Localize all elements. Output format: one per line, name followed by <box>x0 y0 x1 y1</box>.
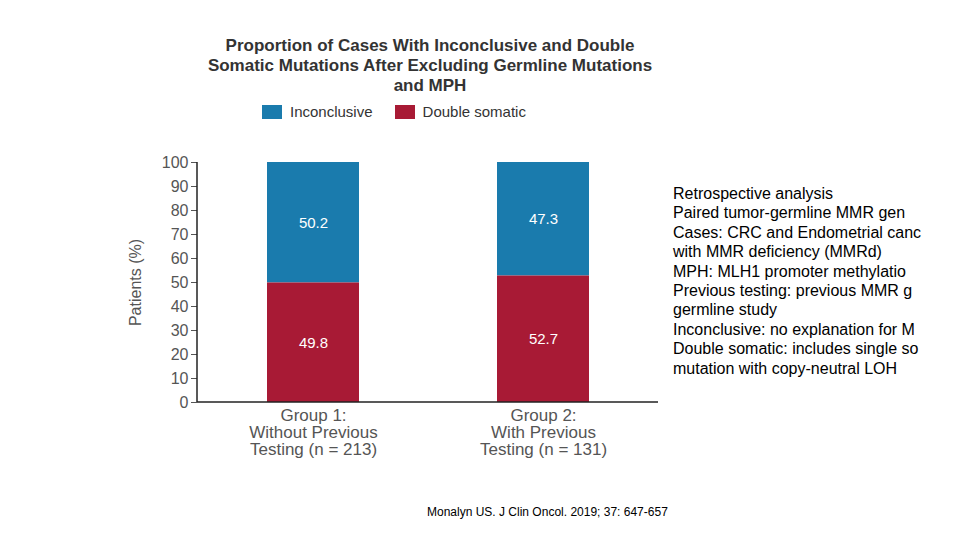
svg-text:70: 70 <box>171 226 189 243</box>
html-text:Inconclusive: no explanation f: Inconclusive: no explanation for M <box>673 320 915 338</box>
svg-text:52.7: 52.7 <box>529 330 558 347</box>
svg-text:60: 60 <box>171 250 189 267</box>
svg-text:100: 100 <box>162 154 189 171</box>
html-text:Inconclusive: Inconclusive <box>290 103 373 120</box>
html-text:mutation with copy-neutral LOH: mutation with copy-neutral LOH <box>673 359 898 377</box>
html-text:Double somatic: includes singl: Double somatic: includes single so <box>673 340 919 358</box>
svg-text:0: 0 <box>180 394 189 411</box>
svg-text:10: 10 <box>171 370 189 387</box>
svg-text:50: 50 <box>171 274 189 291</box>
svg-text:80: 80 <box>171 202 189 219</box>
svg-text:40: 40 <box>171 298 189 315</box>
html-text:Retrospective analysis: Retrospective analysis <box>673 185 834 202</box>
svg-text:Patients (%): Patients (%) <box>127 239 144 326</box>
html-text:with MMR deficiency (MMRd): with MMR deficiency (MMRd) <box>673 243 882 261</box>
html-text:Double somatic: Double somatic <box>422 103 526 120</box>
html-text:Previous testing: previous MMR: Previous testing: previous MMR g <box>673 282 913 299</box>
svg-text:20: 20 <box>171 346 189 363</box>
svg-text:90: 90 <box>171 178 189 195</box>
svg-text:47.3: 47.3 <box>529 210 558 227</box>
svg-text:Group 1:Without PreviousTestin: Group 1:Without PreviousTesting (n = 213… <box>249 406 378 459</box>
html-text:Cases: CRC and Endometrial can: Cases: CRC and Endometrial canc <box>673 223 922 241</box>
svg-text:50.2: 50.2 <box>299 214 328 231</box>
html-text:Monalyn US. J Clin Oncol. 2019: Monalyn US. J Clin Oncol. 2019; 37: 647-… <box>427 505 668 519</box>
svg-text:30: 30 <box>171 322 189 339</box>
html-text:Proportion of Cases With Incon: Proportion of Cases With Inconclusive an… <box>207 36 653 95</box>
html-text:germline study: germline study <box>673 301 777 319</box>
svg-text:49.8: 49.8 <box>299 334 328 351</box>
svg-text:Group 2:With PreviousTesting (: Group 2:With PreviousTesting (n = 131) <box>480 406 607 459</box>
html-text:MPH: MLH1 promoter methylatio: MPH: MLH1 promoter methylatio <box>673 262 906 280</box>
html-text:Paired tumor-germline MMR gen: Paired tumor-germline MMR gen <box>673 204 906 222</box>
